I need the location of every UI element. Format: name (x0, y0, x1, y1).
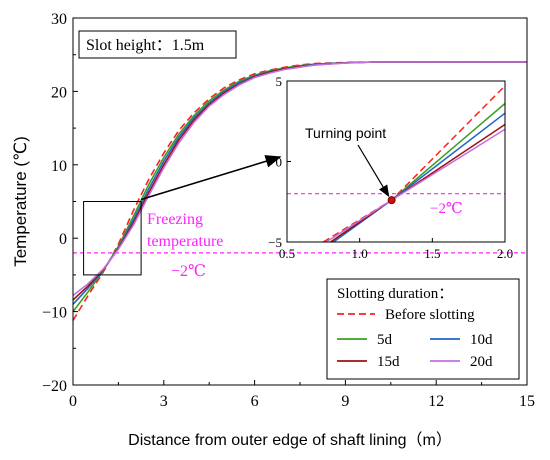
inset-x-tick-label: 2.0 (497, 246, 513, 261)
inset-x-tick-label: 0.5 (279, 246, 295, 261)
annotations: Slot height：1.5m Freezing temperature −2℃ (78, 30, 282, 280)
legend-label: 10d (470, 332, 493, 348)
legend-label: 15d (377, 354, 400, 370)
inset-x-tick-label: 1.5 (424, 246, 440, 261)
x-tick-label: 0 (69, 393, 77, 410)
legend: Slotting duration： Before slotting 5d 10d 15… (326, 278, 520, 380)
zoom-box (83, 201, 142, 276)
slot-height-box (78, 30, 237, 59)
x-tick-label: 15 (519, 393, 535, 410)
turning-point-marker (387, 196, 396, 205)
legend-box (326, 278, 520, 380)
inset-y-tick-label: −5 (268, 235, 282, 250)
inset-background (287, 81, 505, 242)
y-tick-label: 10 (51, 158, 67, 175)
main-plot: 0 3 6 9 12 15 −20 −10 0 10 20 30 Distance from outer… (11, 11, 535, 449)
legend-label: Before slotting (385, 307, 475, 323)
legend-title: Slotting duration： (337, 286, 453, 302)
freezing-label-line2: temperature (147, 233, 223, 250)
slot-height-label: Slot height：1.5m (86, 37, 205, 54)
y-tick-label: 0 (59, 231, 67, 248)
x-tick-label: 6 (251, 393, 259, 410)
freezing-label-line1: Freezing (147, 211, 203, 228)
turning-point-arrow (357, 144, 390, 198)
inset-y-tick-label: 5 (276, 74, 283, 89)
legend-label: 20d (470, 354, 493, 370)
inset-freezing-value-label: −2℃ (430, 201, 463, 217)
y-tick-label: −20 (42, 378, 67, 395)
x-tick-label: 12 (428, 393, 444, 410)
turning-point-label: Turning point (305, 125, 386, 141)
x-tick-label: 9 (341, 393, 349, 410)
y-tick-label: 20 (51, 84, 67, 101)
y-axis-label: Temperature (℃) (11, 136, 30, 267)
zoom-arrow (140, 155, 282, 201)
inset-x-tick-label: 1.0 (352, 246, 368, 261)
legend-label: 5d (377, 332, 393, 348)
y-tick-label: −10 (42, 305, 67, 322)
freezing-value-label: −2℃ (171, 263, 206, 280)
x-axis-label: Distance from outer edge of shaft lining… (128, 431, 452, 449)
x-tick-label: 3 (160, 393, 168, 410)
series-line-20d (72, 61, 527, 297)
y-tick-label: 30 (51, 11, 67, 28)
